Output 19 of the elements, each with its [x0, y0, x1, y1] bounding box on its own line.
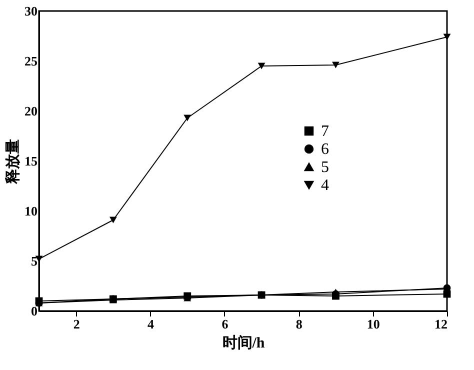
y-axis-title: 释放量 — [4, 139, 22, 185]
legend-label: 6 — [321, 141, 329, 158]
x-tick-label: 4 — [148, 316, 155, 332]
y-tick-label: 20 — [24, 104, 38, 118]
legend-label: 7 — [321, 123, 329, 140]
x-tick-label: 10 — [366, 316, 380, 332]
y-tick-label: 5 — [31, 254, 38, 268]
y-tick-label: 25 — [24, 54, 38, 68]
x-tick-label: 8 — [296, 316, 303, 332]
y-tick-label: 30 — [24, 4, 38, 18]
y-tick-label: 15 — [24, 154, 38, 168]
y-tick-label: 0 — [31, 304, 38, 318]
x-tick-label: 12 — [434, 316, 448, 332]
x-tick-label: 2 — [73, 316, 80, 332]
x-axis-title: 时间/h — [222, 334, 266, 352]
y-tick-label: 10 — [24, 204, 38, 218]
legend-label: 5 — [321, 159, 329, 176]
legend-label: 4 — [321, 177, 329, 194]
x-tick-label: 6 — [222, 316, 229, 332]
